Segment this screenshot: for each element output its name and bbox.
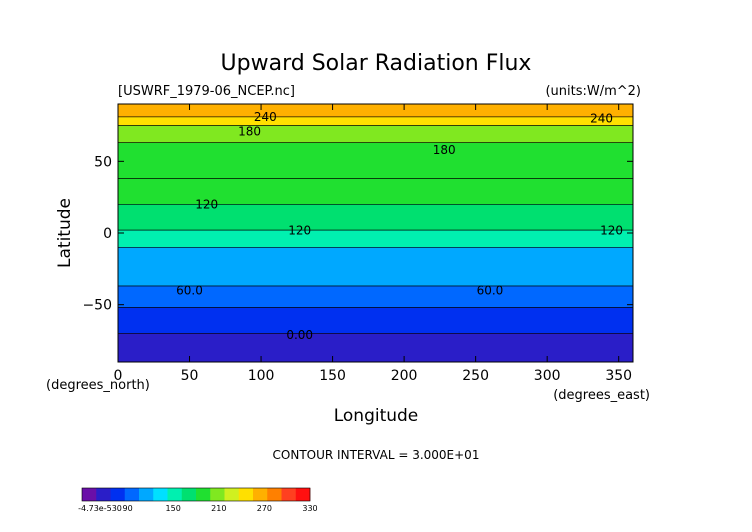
y-tick-label-0: −50	[82, 298, 112, 314]
contour-label-3: 180	[433, 143, 456, 157]
x-axis-label: Longitude	[334, 406, 419, 426]
colorbar-swatch-0	[82, 488, 97, 501]
x-tick-label-2: 100	[248, 368, 275, 384]
colorbar-label-2: 150	[166, 504, 181, 513]
field-band-0	[117, 103, 634, 118]
field-band-4	[117, 178, 634, 205]
field-band-10	[117, 333, 634, 363]
colorbar: -4.73e-530 90 150 210 270 330	[78, 487, 318, 513]
y-axis-label: Latitude	[55, 198, 75, 268]
x-tick-label-1: 50	[181, 368, 199, 384]
colorbar-swatch-13	[267, 488, 282, 501]
colorbar-frame	[81, 487, 311, 502]
field-band-6	[117, 229, 634, 248]
colorbar-swatch-8	[196, 488, 211, 501]
colorbar-swatch-12	[253, 488, 268, 501]
contour-label-2: 180	[238, 125, 261, 139]
contour-label-8: 60.0	[477, 284, 504, 298]
field-band-5	[117, 204, 634, 231]
field-band-9	[117, 307, 634, 334]
x-tick-label-5: 250	[462, 368, 489, 384]
contour-interval: CONTOUR INTERVAL = 3.000E+01	[273, 448, 480, 462]
contour-label-6: 120	[600, 223, 623, 237]
colorbar-swatch-10	[224, 488, 240, 501]
x-unit-label: (degrees_east)	[553, 388, 650, 403]
colorbar-swatch-11	[238, 488, 254, 501]
y-tick-label-2: 50	[94, 154, 112, 170]
colorbar-swatch-2	[110, 488, 126, 501]
colorbar-swatch-5	[153, 488, 168, 501]
x-axis: 0 50 100 150 200 250 300 350	[114, 104, 632, 384]
contour-label-7: 60.0	[176, 284, 203, 298]
y-unit-label: (degrees_north)	[46, 378, 150, 393]
units-label: (units:W/m^2)	[545, 84, 641, 99]
field-band-1	[117, 116, 634, 126]
x-tick-label-6: 300	[534, 368, 561, 384]
colorbar-swatch-7	[181, 488, 197, 501]
colorbar-swatch-15	[295, 488, 311, 501]
plot-area	[117, 103, 634, 363]
field-band-2	[117, 125, 634, 144]
x-tick-label-7: 350	[605, 368, 632, 384]
x-tick-label-3: 150	[319, 368, 346, 384]
contour-label-0: 240	[254, 110, 277, 124]
colorbar-swatch-14	[281, 488, 297, 501]
y-tick-label-1: 0	[103, 226, 112, 242]
file-label: [USWRF_1979-06_NCEP.nc]	[118, 84, 295, 99]
contour-label-1: 240	[590, 112, 613, 126]
colorbar-label-0: -4.73e-530	[78, 504, 122, 513]
colorbar-label-5: 330	[302, 504, 317, 513]
x-tick-label-0: 0	[114, 368, 123, 384]
colorbar-swatch-6	[167, 488, 183, 501]
chart-title: Upward Solar Radiation Flux	[221, 51, 532, 76]
colorbar-swatch-3	[124, 488, 140, 501]
colorbar-label-4: 270	[257, 504, 272, 513]
colorbar-label-1: 90	[123, 504, 133, 513]
colorbar-swatch-1	[96, 488, 111, 501]
contour-label-9: 0.00	[286, 328, 313, 342]
field-band-3	[117, 142, 634, 179]
colorbar-label-3: 210	[211, 504, 226, 513]
x-tick-label-4: 200	[391, 368, 418, 384]
field-band-7	[117, 247, 634, 287]
colorbar-swatch-9	[210, 488, 225, 501]
colorbar-swatch-4	[139, 488, 154, 501]
contour-label-4: 120	[195, 198, 218, 212]
y-axis: −50 0 50	[82, 154, 633, 314]
contour-label-5: 120	[288, 223, 311, 237]
